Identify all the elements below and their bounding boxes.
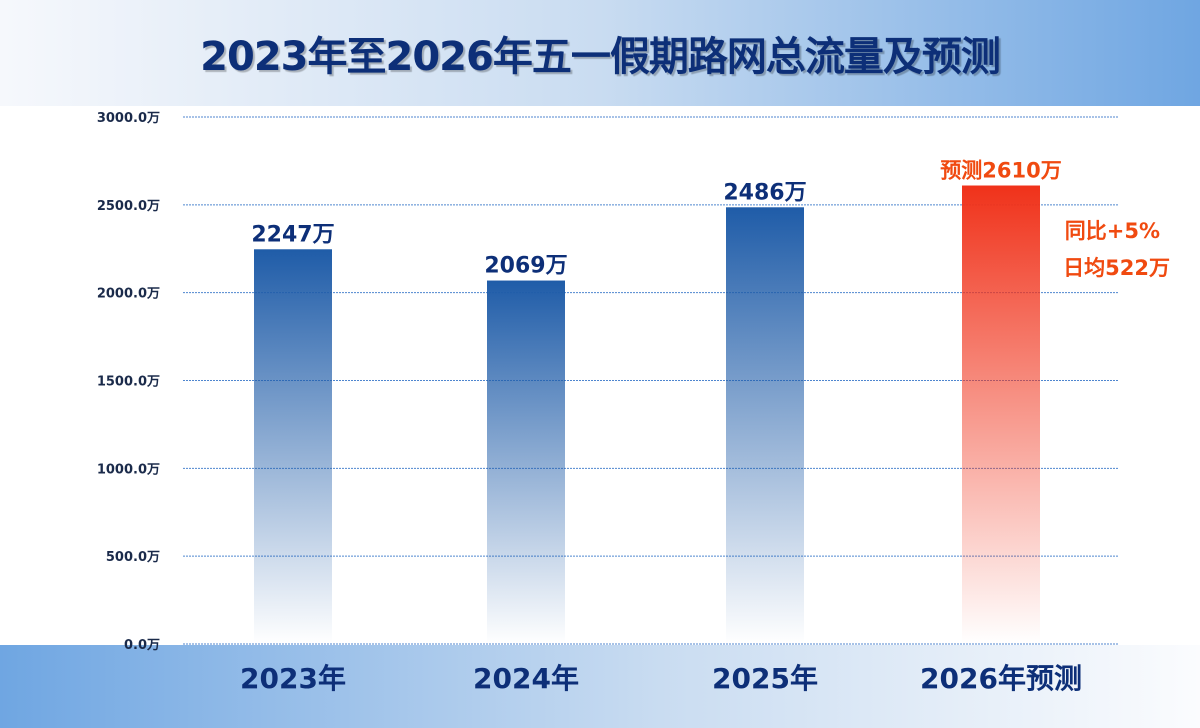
x-tick-label: 2026年预测 — [920, 662, 1082, 695]
bar — [254, 249, 332, 645]
data-label: 2069万 — [484, 254, 567, 279]
y-tick-label: 0.0万 — [124, 638, 160, 653]
bar — [726, 207, 804, 644]
y-tick-label: 3000.0万 — [97, 111, 160, 126]
data-label: 2486万 — [723, 180, 806, 205]
chart-title: 2023年至2026年五一假期路网总流量及预测 — [200, 34, 1001, 80]
y-tick-label: 2000.0万 — [97, 287, 160, 302]
y-tick-label: 1500.0万 — [97, 375, 160, 390]
annotation: 日均522万 — [1063, 256, 1170, 280]
y-tick-label: 2500.0万 — [97, 199, 160, 214]
data-label: 预测2610万 — [940, 159, 1061, 183]
title-banner — [0, 0, 1200, 106]
y-tick-label: 500.0万 — [106, 550, 160, 565]
y-tick-label: 1000.0万 — [97, 462, 160, 477]
bar — [487, 280, 565, 644]
data-label: 2247万 — [251, 222, 334, 247]
annotation: 同比+5% — [1065, 219, 1160, 243]
forecast-bar — [962, 185, 1040, 644]
x-tick-label: 2023年 — [240, 662, 346, 695]
footer-band — [0, 645, 1200, 728]
x-tick-label: 2024年 — [473, 662, 579, 695]
x-tick-label: 2025年 — [712, 662, 818, 695]
